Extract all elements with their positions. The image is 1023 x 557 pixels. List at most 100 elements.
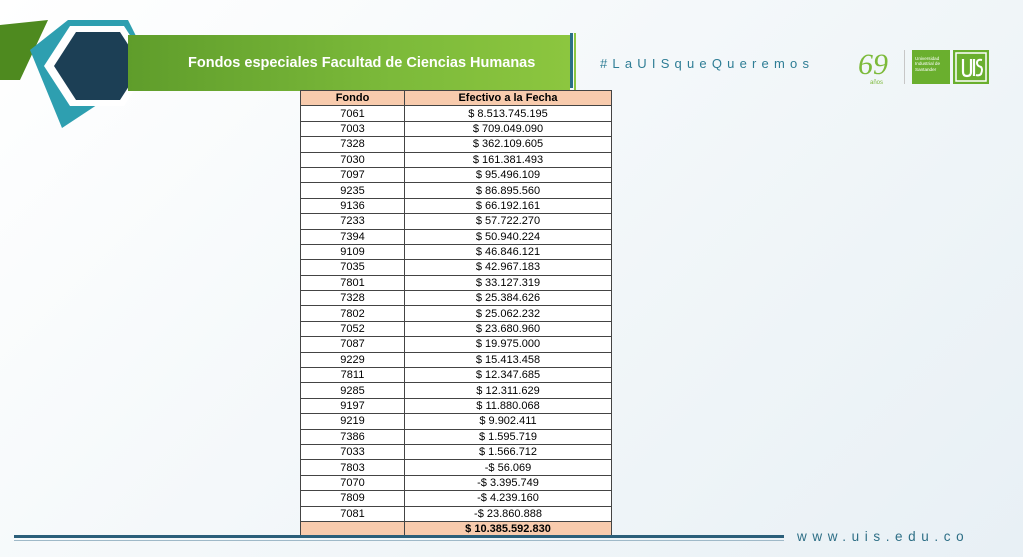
table-row: 7811 $ 12.347.685 [300,367,612,384]
fondo-cell: 9235 [300,182,405,199]
hashtag-text: #LaUISqueQueremos [600,56,815,71]
page-title: Fondos especiales Facultad de Ciencias H… [188,55,536,71]
university-logo-text: Universidad Industrial de Santander [912,50,950,84]
fondo-cell: 7386 [300,428,405,445]
fondo-cell: 7328 [300,290,405,307]
table-row: 9235 $ 86.895.560 [300,182,612,199]
fondo-cell: 7097 [300,166,405,184]
table-row: 7394 $ 50.940.224 [300,228,612,245]
efectivo-cell: $ 161.381.493 [404,151,612,168]
funds-table: Fondo Efectivo a la Fecha 7061 $ 8.513.74… [300,89,612,538]
table-row: 7087 $ 19.975.000 [300,336,612,353]
fondo-cell: 7811 [300,367,405,384]
efectivo-cell: $ 709.049.090 [404,120,612,138]
fondo-cell: 9109 [300,243,405,261]
table-row: 7070 -$ 3.395.749 [300,474,612,492]
column-header-fondo: Fondo [300,89,405,107]
efectivo-cell: $ 25.384.626 [404,290,612,307]
efectivo-cell: -$ 56.069 [404,459,612,476]
table-row: 9136 $ 66.192.161 [300,197,612,215]
total-value-cell: $ 10.385.592.830 [404,520,612,538]
efectivo-cell: $ 8.513.745.195 [404,105,612,122]
title-banner: Fondos especiales Facultad de Ciencias H… [128,35,570,91]
fondo-cell: 7003 [300,120,405,138]
table-row: 7801 $ 33.127.319 [300,274,612,292]
table-row: 7233 $ 57.722.270 [300,213,612,230]
table-row: 7035 $ 42.967.183 [300,259,612,276]
table-row: 7386 $ 1.595.719 [300,428,612,445]
fondo-cell: 7081 [300,505,405,522]
table-row: 7030 $ 161.381.493 [300,151,612,168]
total-row: $ 10.385.592.830 [300,520,612,538]
fondo-cell: 7052 [300,320,405,338]
table-row: 9219 $ 9.902.411 [300,413,612,430]
uis-logo [953,50,989,84]
efectivo-cell: $ 66.192.161 [404,197,612,215]
efectivo-cell: $ 25.062.232 [404,305,612,322]
table-row: 9109 $ 46.846.121 [300,243,612,261]
column-header-efectivo: Efectivo a la Fecha [404,89,612,107]
fondo-cell: 7087 [300,336,405,353]
fondo-cell: 7802 [300,305,405,322]
logo-separator [904,50,905,84]
table-row: 7097 $ 95.496.109 [300,166,612,184]
efectivo-cell: $ 86.895.560 [404,182,612,199]
footer-line [14,535,784,538]
fondo-cell: 9229 [300,351,405,369]
fondo-cell: 7233 [300,213,405,230]
table-row: 7003 $ 709.049.090 [300,120,612,138]
table-row: 7809 -$ 4.239.160 [300,490,612,507]
fondo-cell: 7801 [300,274,405,292]
fondo-cell: 7070 [300,474,405,492]
table-row: 7033 $ 1.566.712 [300,443,612,461]
fondo-cell: 9219 [300,413,405,430]
fondo-cell: 7328 [300,136,405,153]
efectivo-cell: $ 1.595.719 [404,428,612,445]
table-row: 9285 $ 12.311.629 [300,382,612,399]
efectivo-cell: $ 33.127.319 [404,274,612,292]
fondo-cell: 7803 [300,459,405,476]
fondo-cell: 7030 [300,151,405,168]
website-url: www.uis.edu.co [797,529,970,544]
efectivo-cell: $ 23.680.960 [404,320,612,338]
title-divider [570,33,573,88]
efectivo-cell: $ 11.880.068 [404,397,612,415]
table-row: 7328 $ 25.384.626 [300,290,612,307]
anniversary-logo: 69 años [856,46,902,91]
anniversary-number: 69 [858,48,888,81]
footer-line-thin [14,540,784,541]
fondo-cell: 7035 [300,259,405,276]
efectivo-cell: $ 1.566.712 [404,443,612,461]
efectivo-cell: $ 46.846.121 [404,243,612,261]
title-divider-accent [574,33,576,93]
hexagon-decoration [0,20,170,130]
anniversary-word: años [870,80,883,86]
fondo-cell: 7033 [300,443,405,461]
fondo-cell: 7061 [300,105,405,122]
table-row: 7328 $ 362.109.605 [300,136,612,153]
efectivo-cell: $ 42.967.183 [404,259,612,276]
fondo-cell: 7809 [300,490,405,507]
efectivo-cell: $ 15.413.458 [404,351,612,369]
efectivo-cell: $ 9.902.411 [404,413,612,430]
efectivo-cell: $ 57.722.270 [404,213,612,230]
fondo-cell: 9197 [300,397,405,415]
table-row: 9229 $ 15.413.458 [300,351,612,369]
efectivo-cell: -$ 3.395.749 [404,474,612,492]
table-row: 7061 $ 8.513.745.195 [300,105,612,122]
efectivo-cell: -$ 4.239.160 [404,490,612,507]
table-row: 7803 -$ 56.069 [300,459,612,476]
table-row: 7081 -$ 23.860.888 [300,505,612,522]
fondo-cell: 7394 [300,228,405,245]
efectivo-cell: $ 95.496.109 [404,166,612,184]
table-row: 9197 $ 11.880.068 [300,397,612,415]
efectivo-cell: $ 12.347.685 [404,367,612,384]
fondo-cell: 9136 [300,197,405,215]
efectivo-cell: $ 12.311.629 [404,382,612,399]
efectivo-cell: -$ 23.860.888 [404,505,612,522]
table-row: 7802 $ 25.062.232 [300,305,612,322]
efectivo-cell: $ 19.975.000 [404,336,612,353]
efectivo-cell: $ 362.109.605 [404,136,612,153]
table-header-row: Fondo Efectivo a la Fecha [300,89,612,107]
efectivo-cell: $ 50.940.224 [404,228,612,245]
